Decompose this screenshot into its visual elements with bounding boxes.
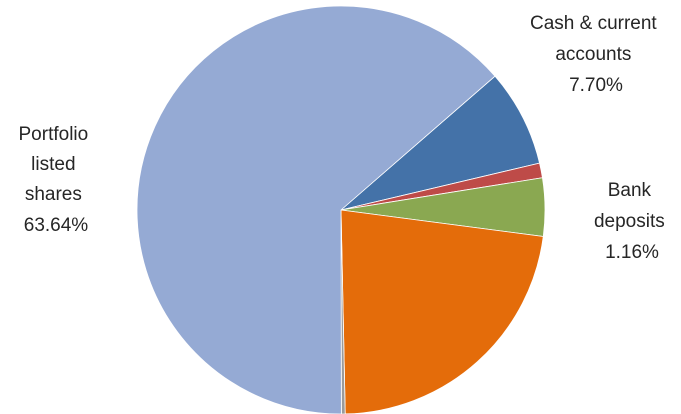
- data-label-portfolio: Portfolio listed shares 63.64%: [19, 124, 94, 236]
- pie-slice-0: [340, 75, 541, 211]
- data-label-bank-deposits: Bank deposits 1.16%: [594, 180, 670, 263]
- data-label-cash-line-2: accounts: [555, 44, 631, 65]
- data-label-cash-value: 7.70%: [569, 75, 623, 96]
- pie-slices: [136, 5, 546, 414]
- pie-slice-5: [136, 5, 496, 414]
- data-label-cash-line-1: Cash & current: [530, 13, 657, 34]
- pie-slice-3: [340, 209, 544, 414]
- data-label-bank-value: 1.16%: [605, 242, 659, 263]
- data-label-portfolio-line-2: listed: [31, 154, 75, 175]
- data-label-cash: Cash & current accounts 7.70%: [530, 13, 662, 96]
- data-label-portfolio-line-3: shares: [25, 184, 82, 205]
- data-label-bank-line-1: Bank: [608, 180, 652, 201]
- data-label-portfolio-line-1: Portfolio: [19, 124, 89, 145]
- data-label-bank-line-2: deposits: [594, 211, 665, 232]
- data-label-portfolio-value: 63.64%: [24, 215, 89, 236]
